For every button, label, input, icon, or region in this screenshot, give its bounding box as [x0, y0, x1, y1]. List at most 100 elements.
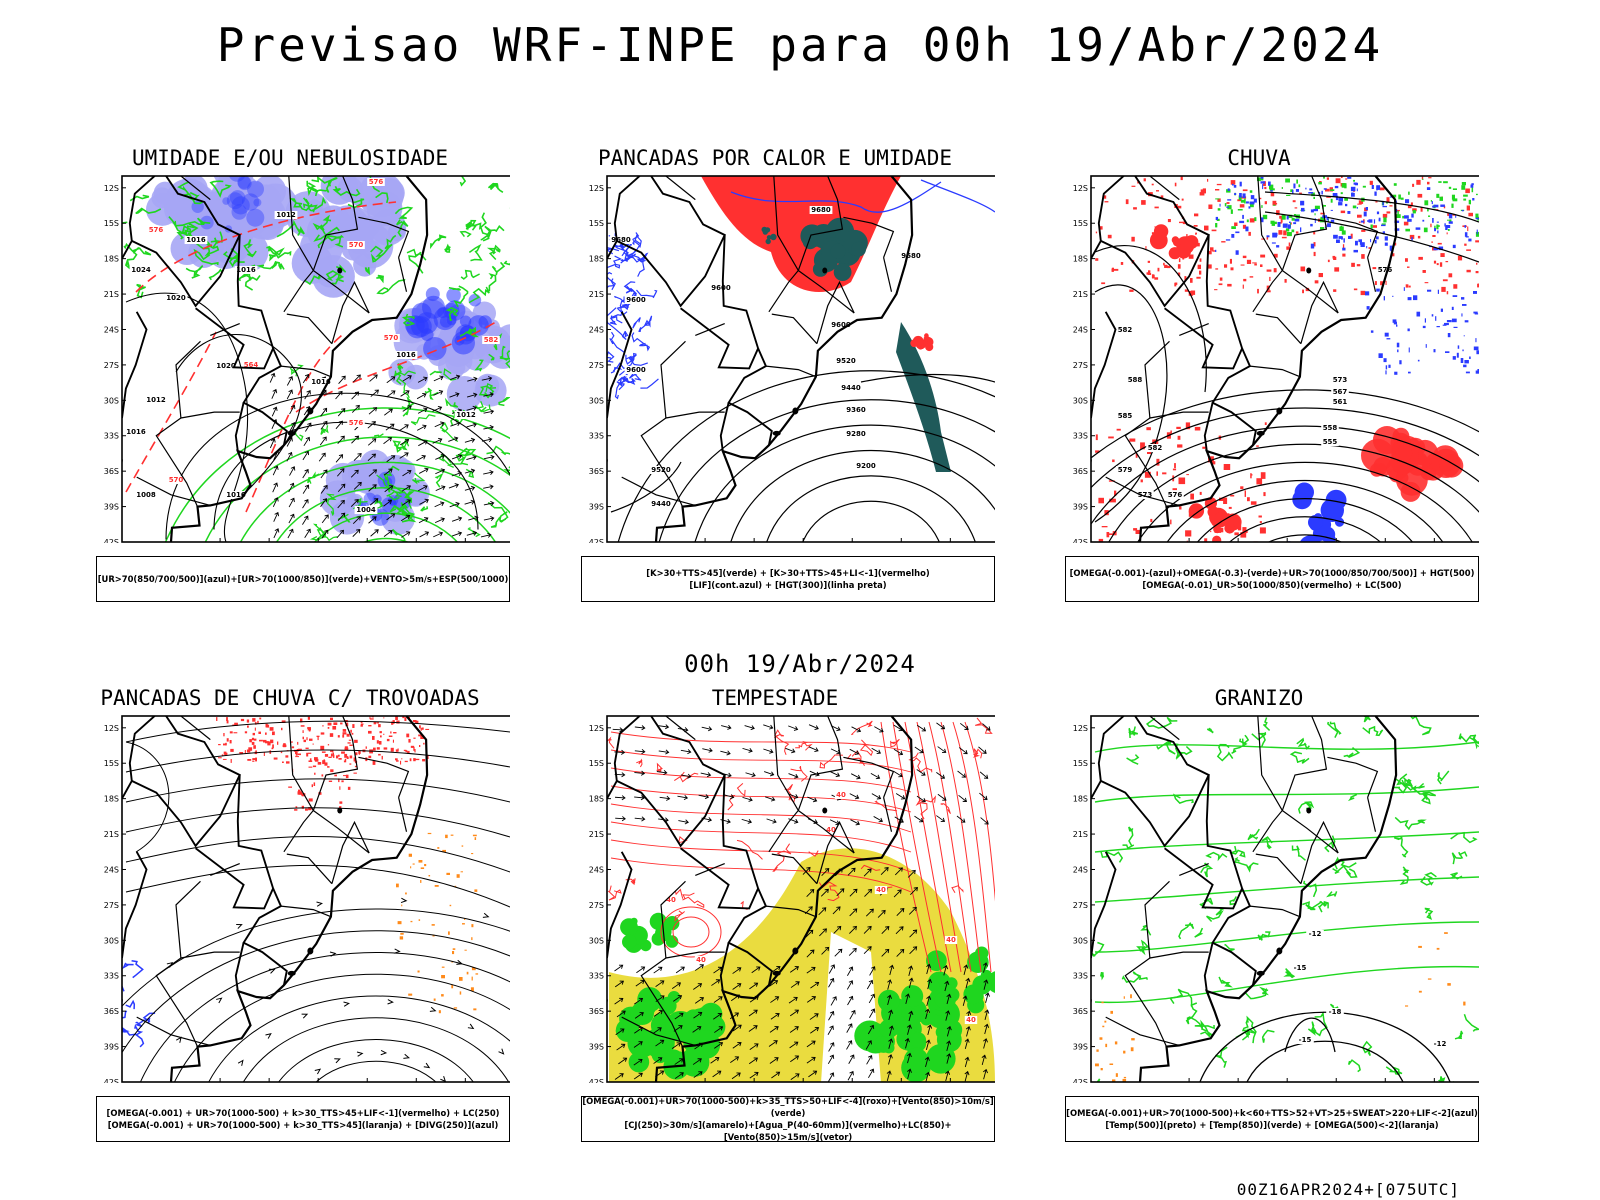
data-wind-vector: [633, 1072, 643, 1080]
data-speckle: [1340, 210, 1346, 214]
country-border: [1091, 176, 1126, 260]
data-speckle: [1466, 205, 1470, 211]
lat-tick-label: 27S: [1073, 901, 1088, 910]
data-speckle: [1395, 208, 1398, 213]
state-border: [358, 756, 410, 798]
country-border: [1100, 176, 1210, 308]
data-speckle: [368, 730, 372, 734]
lagoon: [287, 430, 296, 436]
data-speckle: [1463, 1001, 1466, 1006]
data-streamline-arrow: [498, 1048, 505, 1055]
data-wind-vector: [889, 1025, 894, 1036]
data-label-bg: [274, 211, 298, 219]
data-wind-vector: [401, 499, 411, 506]
data-speckle: [1408, 191, 1410, 195]
data-speckle: [1451, 194, 1455, 200]
data-wind-vector: [863, 925, 872, 934]
data-speckle: [1102, 195, 1107, 199]
data-speckle: [1474, 313, 1479, 315]
state-border: [155, 957, 199, 1047]
data-speckle: [1417, 359, 1420, 362]
state-border: [1149, 716, 1180, 741]
data-speckle: [412, 863, 415, 865]
data-speckle: [1289, 221, 1291, 223]
data-speckle: [1244, 198, 1246, 204]
data-wind-vector: [827, 1054, 835, 1065]
data-speckle: [1323, 188, 1327, 190]
data-speckle: [1310, 243, 1315, 249]
data-speckle: [308, 766, 313, 768]
data-speckle: [1099, 1037, 1103, 1040]
data-label-bg: [394, 351, 418, 359]
data-speckle: [283, 743, 286, 748]
data-wind-vector: [834, 948, 843, 957]
country-border: [727, 348, 773, 446]
data-fill-blob: [925, 342, 934, 352]
data-contour-fragment: [607, 736, 615, 749]
data-speckle: [1404, 215, 1409, 219]
data-wind-vector: [982, 723, 991, 731]
data-speckle: [1345, 178, 1348, 180]
data-speckle: [1422, 270, 1426, 273]
data-speckle: [285, 755, 289, 758]
data-wind-vector: [658, 749, 670, 755]
data-speckle: [471, 937, 473, 941]
state-border: [843, 756, 895, 798]
data-speckle: [1426, 187, 1431, 190]
data-wind-vector: [769, 1057, 779, 1064]
data-contour-fragment: [446, 463, 462, 468]
data-wind-vector: [370, 389, 379, 397]
data-wind-vector: [655, 1039, 665, 1047]
data-speckle: [255, 750, 257, 754]
data-speckle: [1332, 255, 1336, 259]
data-contour-fragment: [625, 352, 637, 365]
data-speckle: [418, 919, 421, 921]
data-contour-fragment: [266, 245, 285, 256]
data-wind-vector: [936, 722, 946, 730]
contour-label: 40: [946, 936, 956, 944]
data-speckle: [1396, 324, 1398, 327]
data-wind-vector: [863, 946, 872, 955]
contour-label: -15: [1299, 1036, 1312, 1044]
data-wind-vector: [886, 1070, 892, 1081]
lat-tick-label: 18S: [104, 255, 119, 264]
data-speckle: [1266, 235, 1270, 238]
data-wind-vector: [916, 769, 926, 776]
data-speckle: [347, 742, 351, 744]
data-wind-vector: [828, 1072, 835, 1082]
data-contour-fragment: [682, 892, 705, 909]
thickness-line: [135, 201, 397, 293]
contour-label: 9680: [811, 206, 831, 214]
data-fill-blob: [936, 974, 949, 987]
data-wind-vector: [483, 409, 495, 415]
data-speckle: [1330, 198, 1333, 203]
country-border: [1100, 716, 1210, 848]
data-contour-fragment: [940, 803, 952, 815]
data-speckle: [306, 737, 308, 741]
data-wind-vector: [785, 747, 796, 754]
data-isoline: [730, 449, 995, 542]
data-label-bg: [824, 826, 838, 834]
data-speckle: [327, 727, 330, 729]
coastline: [1138, 716, 1398, 1082]
data-wind-vector: [320, 484, 328, 494]
lat-tick-label: 27S: [589, 901, 604, 910]
data-speckle: [313, 782, 316, 786]
data-speckle: [1428, 215, 1431, 217]
data-speckle: [225, 742, 227, 746]
data-speckle: [1445, 225, 1451, 228]
data-speckle: [354, 752, 358, 756]
data-speckle: [1184, 289, 1189, 292]
data-contour-fragment: [609, 316, 623, 326]
data-speckle: [330, 750, 334, 752]
data-speckle: [1122, 1078, 1127, 1082]
data-fill-blob: [766, 235, 772, 240]
data-wind-vector: [771, 1071, 781, 1079]
data-speckle: [1123, 1050, 1126, 1054]
data-speckle: [1463, 194, 1468, 197]
data-speckle: [1237, 209, 1243, 211]
data-contour-fragment: [607, 255, 623, 269]
data-wind-vector: [908, 965, 914, 976]
lagoon: [1306, 807, 1312, 814]
data-contour-fragment: [618, 376, 637, 385]
